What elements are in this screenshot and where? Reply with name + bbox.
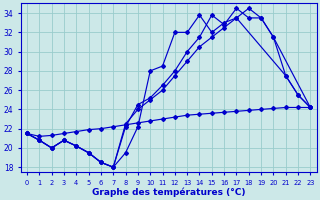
X-axis label: Graphe des températures (°C): Graphe des températures (°C) <box>92 187 245 197</box>
